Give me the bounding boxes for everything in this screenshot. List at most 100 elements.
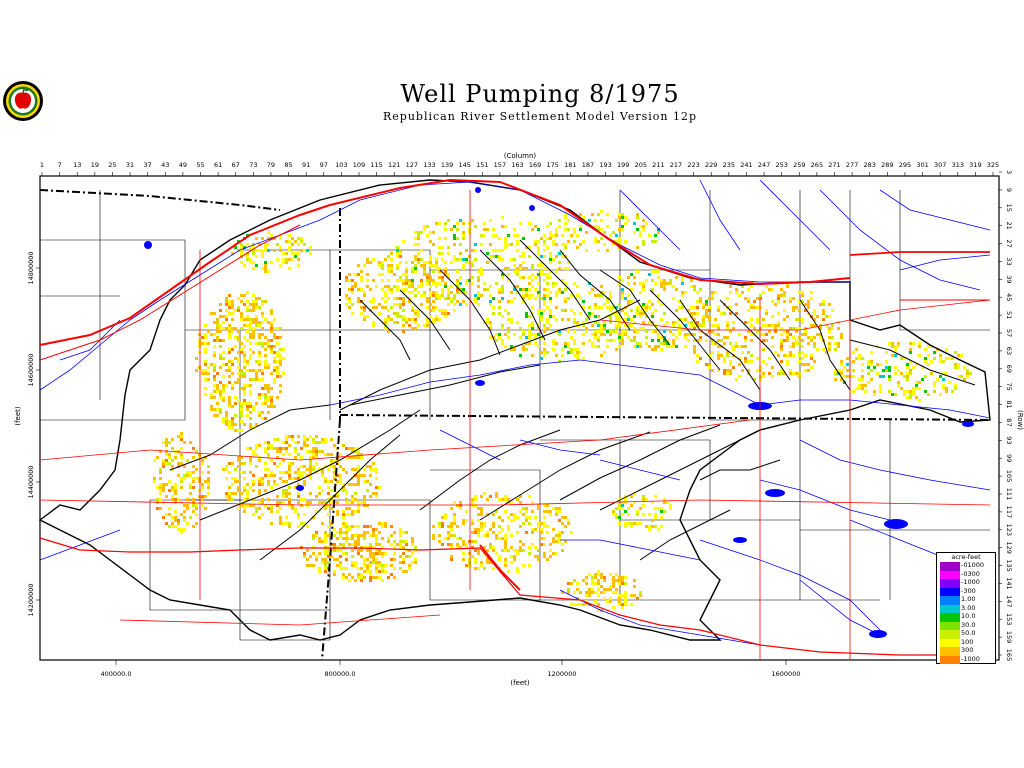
legend-item: 50.0	[937, 629, 995, 639]
well-cell	[522, 294, 525, 297]
well-cell	[615, 327, 618, 330]
well-cell	[399, 297, 402, 300]
well-cell	[588, 591, 591, 594]
well-cell	[822, 312, 825, 315]
well-cell	[300, 465, 303, 468]
well-cell	[597, 336, 600, 339]
well-cell	[768, 324, 771, 327]
well-cell	[645, 303, 648, 306]
well-cell	[582, 333, 585, 336]
well-cell	[573, 228, 576, 231]
well-cell	[582, 300, 585, 303]
well-cell	[462, 543, 465, 546]
well-cell	[258, 321, 261, 324]
well-cell	[237, 336, 240, 339]
well-cell	[210, 363, 213, 366]
well-cell	[243, 504, 246, 507]
well-cell	[201, 483, 204, 486]
well-cell	[750, 333, 753, 336]
well-cell	[786, 363, 789, 366]
well-cell	[249, 402, 252, 405]
well-cell	[288, 522, 291, 525]
well-cell	[720, 339, 723, 342]
well-cell	[216, 336, 219, 339]
well-cell	[615, 219, 618, 222]
well-cell	[552, 537, 555, 540]
well-cell	[564, 342, 567, 345]
well-cell	[504, 561, 507, 564]
well-cell	[210, 393, 213, 396]
well-cell	[240, 369, 243, 372]
well-cell	[657, 276, 660, 279]
well-cell	[852, 369, 855, 372]
well-cell	[225, 369, 228, 372]
well-cell	[780, 360, 783, 363]
well-cell	[651, 519, 654, 522]
well-cell	[279, 375, 282, 378]
well-cell	[300, 477, 303, 480]
well-cell	[474, 258, 477, 261]
well-cell	[606, 339, 609, 342]
well-cell	[597, 228, 600, 231]
well-cell	[531, 264, 534, 267]
well-cell	[402, 303, 405, 306]
well-cell	[552, 240, 555, 243]
well-cell	[216, 390, 219, 393]
well-cell	[501, 258, 504, 261]
well-cell	[276, 447, 279, 450]
well-cell	[312, 453, 315, 456]
well-cell	[504, 498, 507, 501]
well-cell	[243, 357, 246, 360]
well-cell	[453, 297, 456, 300]
well-cell	[489, 528, 492, 531]
well-cell	[693, 318, 696, 321]
well-cell	[636, 597, 639, 600]
well-cell	[219, 408, 222, 411]
well-cell	[729, 369, 732, 372]
well-cell	[675, 288, 678, 291]
column-tick-label: 25	[108, 161, 116, 169]
well-cell	[240, 252, 243, 255]
well-cell	[243, 354, 246, 357]
well-cell	[243, 324, 246, 327]
well-cell	[393, 273, 396, 276]
well-cell	[600, 237, 603, 240]
well-cell	[873, 390, 876, 393]
well-cell	[174, 525, 177, 528]
well-cell	[228, 405, 231, 408]
well-cell	[438, 309, 441, 312]
well-cell	[324, 441, 327, 444]
well-cell	[303, 513, 306, 516]
well-cell	[438, 252, 441, 255]
well-cell	[264, 447, 267, 450]
well-cell	[342, 483, 345, 486]
well-cell	[639, 231, 642, 234]
well-cell	[267, 390, 270, 393]
well-cell	[876, 363, 879, 366]
well-cell	[549, 555, 552, 558]
well-cell	[312, 441, 315, 444]
well-cell	[405, 288, 408, 291]
well-cell	[534, 555, 537, 558]
well-cell	[870, 369, 873, 372]
well-cell	[462, 222, 465, 225]
legend-item: 3.00	[937, 604, 995, 613]
column-tick-label: 313	[952, 161, 964, 169]
well-cell	[600, 573, 603, 576]
well-cell	[549, 270, 552, 273]
well-cell	[945, 348, 948, 351]
well-cell	[288, 465, 291, 468]
well-cell	[399, 249, 402, 252]
well-cell	[495, 333, 498, 336]
well-cell	[267, 249, 270, 252]
well-cell	[561, 279, 564, 282]
well-cell	[270, 522, 273, 525]
well-cell	[276, 495, 279, 498]
well-cell	[924, 348, 927, 351]
well-cell	[402, 297, 405, 300]
well-cell	[513, 297, 516, 300]
well-cell	[537, 246, 540, 249]
well-cell	[744, 321, 747, 324]
well-cell	[459, 507, 462, 510]
